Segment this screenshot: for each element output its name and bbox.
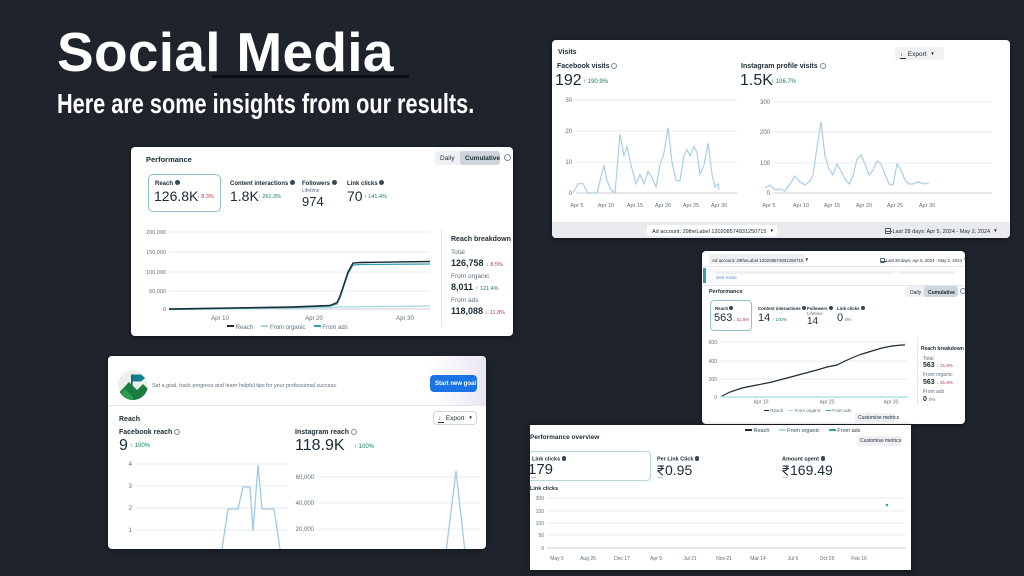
svg-text:200,000: 200,000 (146, 230, 166, 236)
svg-text:10: 10 (565, 160, 572, 166)
svg-text:100,000: 100,000 (146, 270, 166, 276)
svg-text:150: 150 (536, 509, 545, 515)
svg-text:400: 400 (709, 359, 718, 365)
svg-text:Apr 15: Apr 15 (824, 203, 840, 209)
svg-text:Apr 20: Apr 20 (856, 203, 872, 209)
svg-text:20: 20 (565, 129, 572, 135)
svg-text:Aug 26: Aug 26 (580, 556, 596, 562)
svg-text:Apr 30: Apr 30 (396, 316, 414, 322)
svg-text:20,000: 20,000 (296, 527, 315, 533)
svg-text:Apr 30: Apr 30 (919, 203, 935, 209)
svg-text:4: 4 (129, 462, 133, 468)
svg-text:Apr 25: Apr 25 (887, 203, 903, 209)
svg-text:0: 0 (569, 191, 573, 197)
svg-text:300: 300 (760, 100, 771, 106)
svg-text:Mar 14: Mar 14 (750, 556, 766, 562)
svg-text:Apr 10: Apr 10 (754, 400, 769, 406)
svg-text:600: 600 (709, 340, 718, 346)
svg-text:Nov 21: Nov 21 (716, 556, 732, 562)
svg-text:100: 100 (536, 521, 545, 527)
svg-text:0: 0 (714, 395, 717, 401)
svg-text:0: 0 (541, 546, 544, 552)
svg-text:Apr 10: Apr 10 (211, 316, 229, 322)
svg-text:Apr 9: Apr 9 (650, 556, 662, 562)
svg-text:Apr 15: Apr 15 (627, 203, 643, 209)
svg-text:30: 30 (565, 98, 572, 104)
svg-text:Apr 20: Apr 20 (655, 203, 671, 209)
svg-text:Apr 30: Apr 30 (711, 203, 727, 209)
svg-text:Apr 20: Apr 20 (305, 316, 323, 322)
svg-text:Apr 5: Apr 5 (570, 203, 583, 209)
svg-text:0: 0 (767, 191, 771, 197)
svg-text:Apr 10: Apr 10 (598, 203, 614, 209)
svg-text:60,000: 60,000 (296, 475, 315, 481)
svg-text:150,000: 150,000 (146, 250, 166, 256)
svg-text:May 5: May 5 (550, 556, 564, 562)
svg-text:50,000: 50,000 (149, 289, 166, 295)
svg-text:Jul 5: Jul 5 (788, 556, 799, 562)
svg-text:Apr 20: Apr 20 (820, 400, 835, 406)
svg-text:Jul 21: Jul 21 (683, 556, 697, 562)
svg-text:40,000: 40,000 (296, 501, 315, 507)
svg-text:Feb 16: Feb 16 (851, 556, 867, 562)
svg-text:Apr 25: Apr 25 (683, 203, 699, 209)
svg-text:Apr 5: Apr 5 (762, 203, 775, 209)
svg-text:200: 200 (709, 377, 718, 383)
svg-text:2: 2 (129, 506, 133, 512)
svg-text:1: 1 (129, 528, 133, 534)
svg-text:200: 200 (536, 496, 545, 502)
svg-text:0: 0 (163, 307, 166, 313)
svg-text:Dec 17: Dec 17 (614, 556, 630, 562)
svg-text:200: 200 (760, 130, 771, 136)
svg-text:100: 100 (760, 161, 771, 167)
svg-text:Apr 10: Apr 10 (793, 203, 809, 209)
svg-text:3: 3 (129, 484, 133, 490)
svg-text:50: 50 (538, 533, 544, 539)
svg-text:Oct 26: Oct 26 (820, 556, 835, 562)
svg-text:Apr 30: Apr 30 (884, 400, 899, 406)
